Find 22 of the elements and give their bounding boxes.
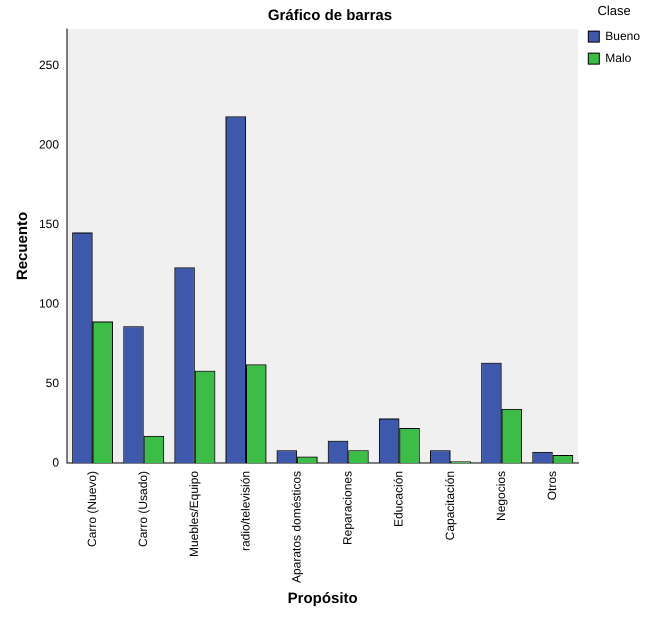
- x-tick-label: Capacitación: [442, 470, 457, 540]
- legend-label: Malo: [605, 50, 632, 65]
- x-tick-label: Carro (Usado): [136, 470, 150, 547]
- x-tick-label: Reparaciones: [340, 470, 355, 545]
- y-tick-label: 100: [38, 296, 60, 310]
- chart-title: Gráfico de barras: [268, 7, 392, 24]
- x-tick-label: Otros: [545, 470, 560, 500]
- y-tick-label: 0: [52, 455, 60, 470]
- y-tick-label: 50: [46, 376, 60, 390]
- x-tick-label: Negocios: [494, 470, 508, 521]
- x-tick-label: Educación: [392, 470, 406, 527]
- x-tick-label: Aparatos domésticos: [289, 470, 304, 584]
- legend-title: Clase: [598, 3, 631, 18]
- x-tick-label: radio/televisión: [238, 470, 252, 551]
- y-axis-title: Recuento: [14, 212, 32, 280]
- x-tick-label: Carro (Nuevo): [84, 470, 99, 547]
- x-tick-label: Muebles/Equipo: [187, 470, 202, 558]
- legend-label: Bueno: [605, 28, 640, 43]
- y-tick-label: 150: [38, 216, 60, 231]
- x-axis-title: Propósito: [288, 590, 358, 608]
- y-tick-label: 250: [38, 58, 60, 72]
- y-tick-label: 200: [38, 137, 60, 152]
